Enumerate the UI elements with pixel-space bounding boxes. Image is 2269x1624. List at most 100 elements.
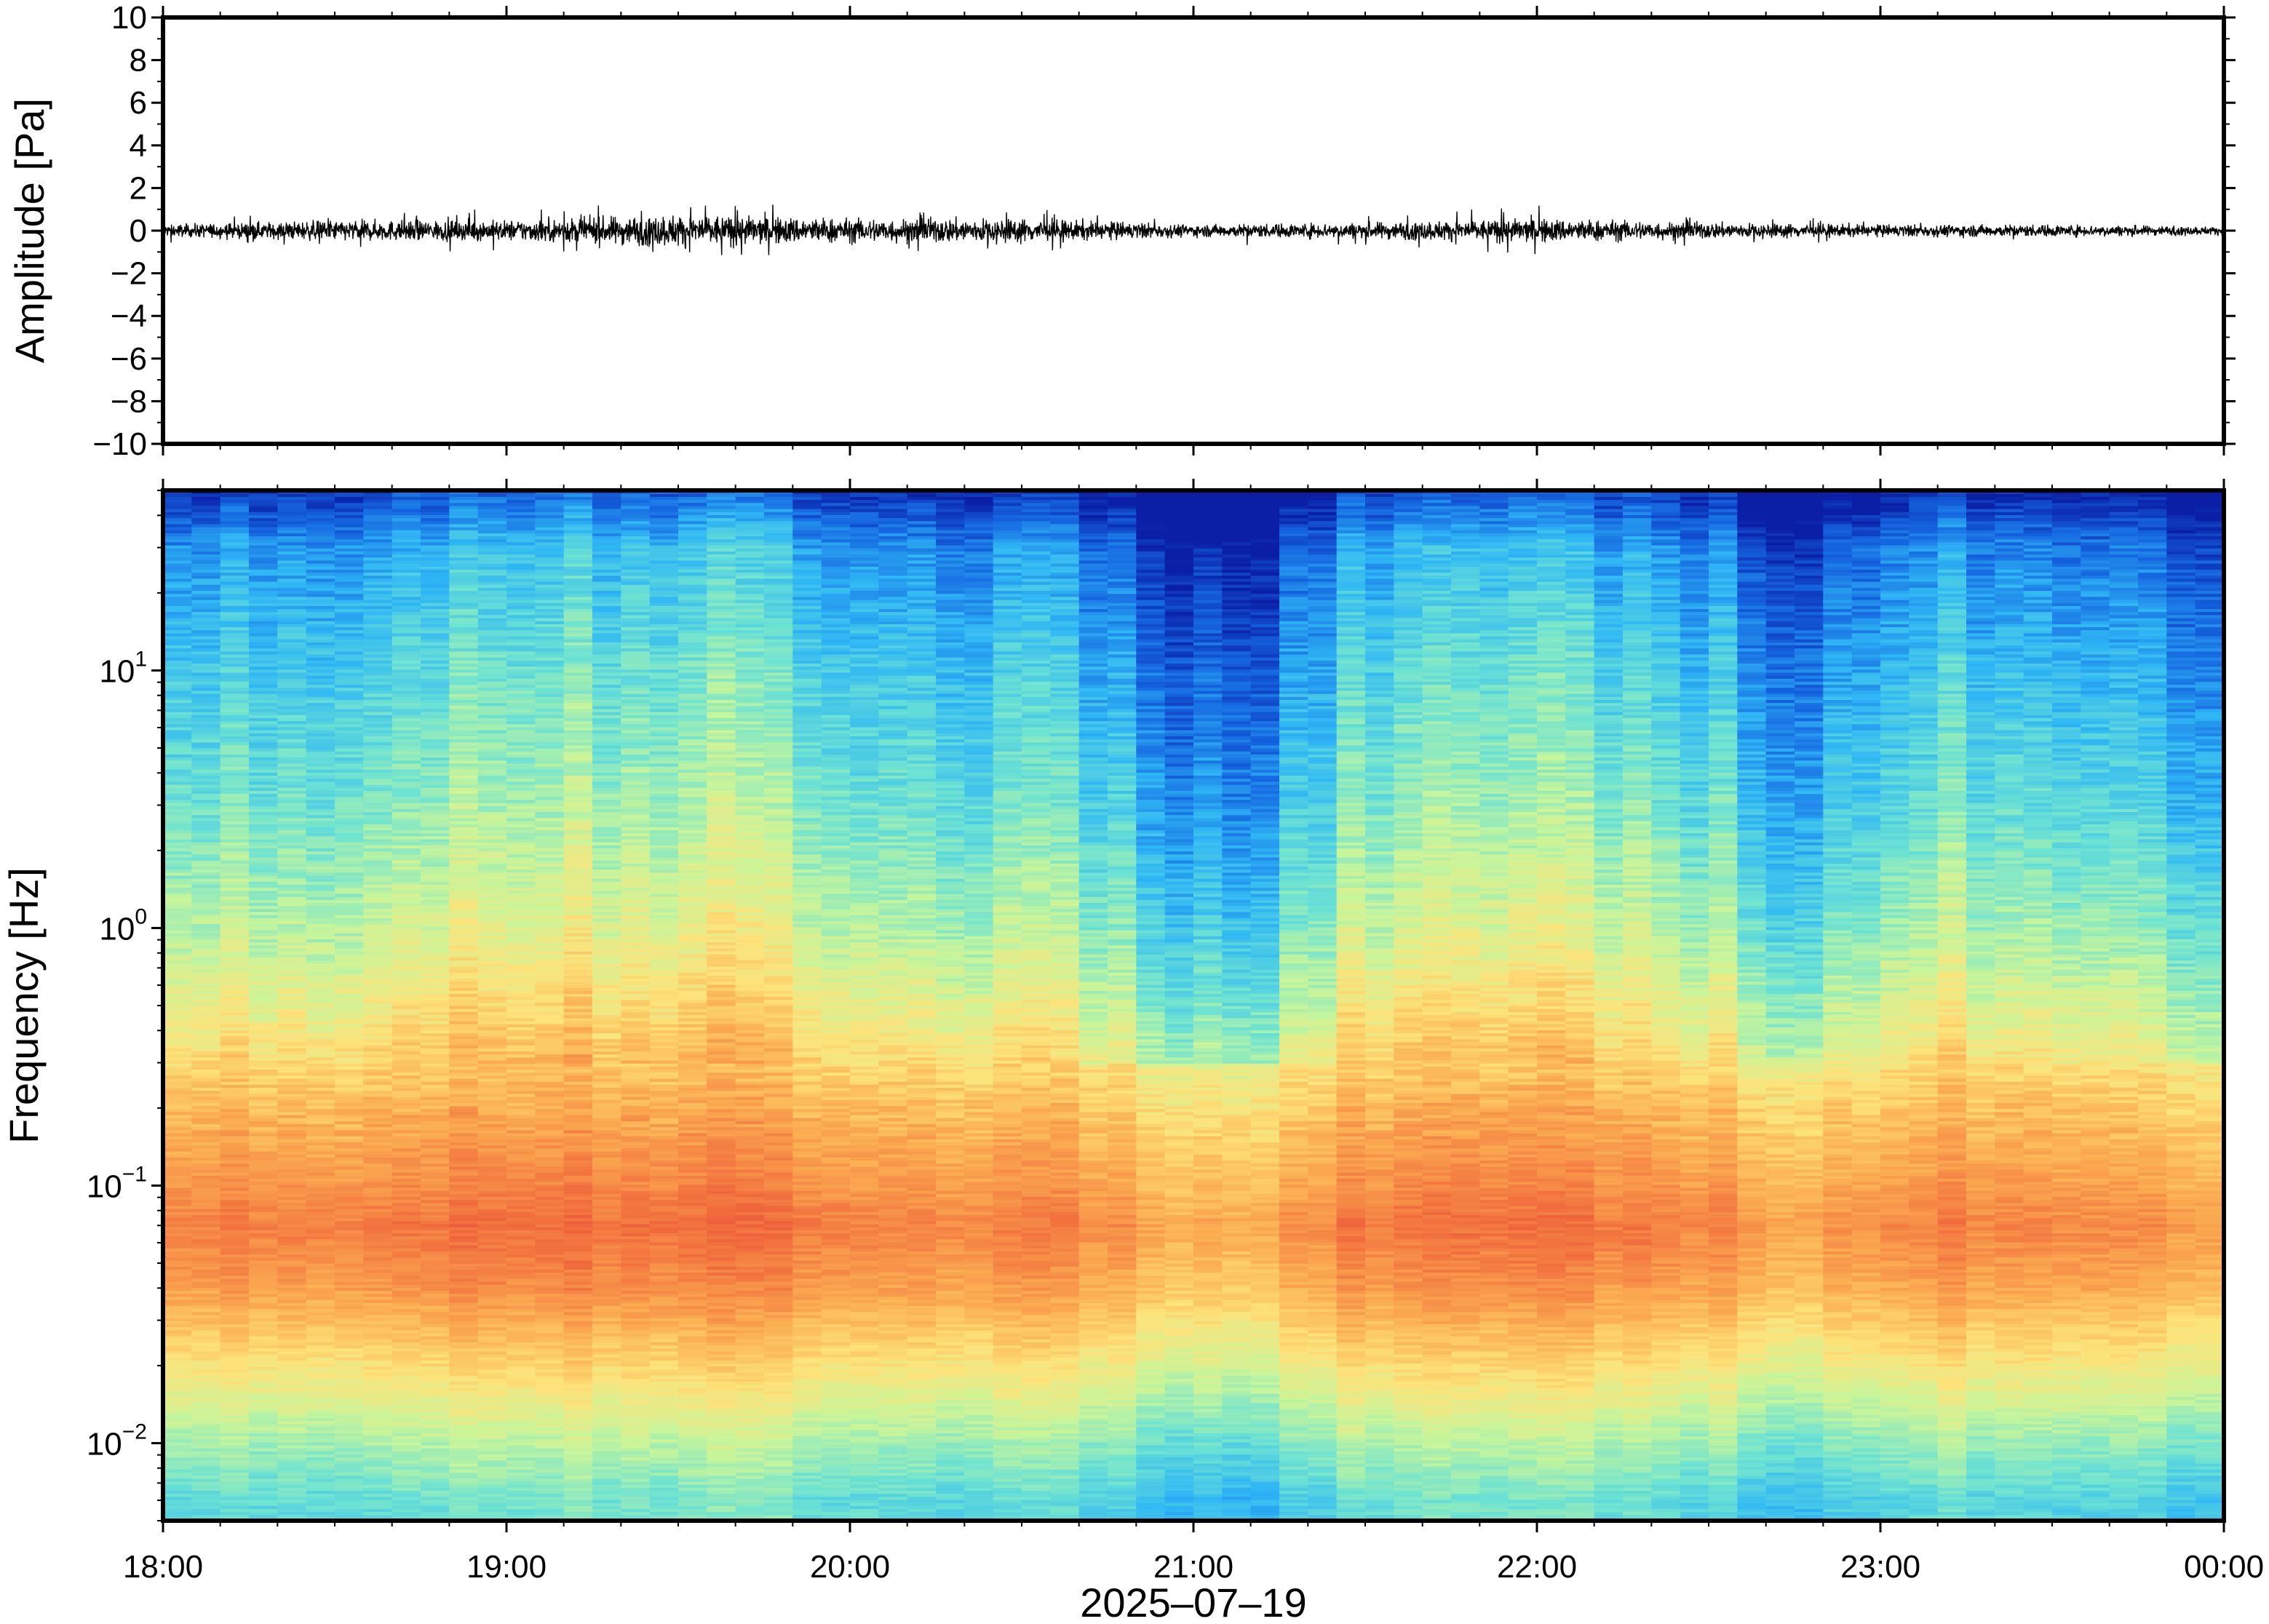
spectrogram-cell	[535, 972, 565, 976]
spectrogram-cell	[477, 984, 507, 988]
spectrogram-cell	[363, 1114, 393, 1118]
spectrogram-cell	[277, 811, 307, 816]
spectrogram-cell	[477, 869, 507, 873]
spectrogram-cell	[392, 635, 421, 640]
spectrogram-cell	[506, 1175, 536, 1179]
spectrogram-cell	[477, 1145, 507, 1149]
spectrogram-cell	[421, 1099, 450, 1103]
spectrogram-cell	[191, 866, 221, 870]
spectrogram-cell	[249, 1014, 278, 1019]
spectrogram-cell	[421, 1024, 450, 1027]
spectrogram-cell	[277, 875, 307, 879]
spectrogram-cell	[506, 751, 536, 755]
spectrogram-cell	[449, 545, 479, 549]
spectrogram-cell	[535, 1296, 565, 1300]
spectrogram-cell	[449, 848, 479, 852]
spectrogram-cell	[191, 505, 221, 509]
spectrogram-cell	[449, 1093, 479, 1097]
spectrogram-cell	[449, 1384, 479, 1388]
spectrogram-cell	[191, 702, 221, 706]
spectrogram-cell	[191, 781, 221, 785]
spectrogram-cell	[535, 1478, 565, 1482]
spectrogram-cell	[477, 1454, 507, 1458]
spectrogram-cell	[421, 639, 450, 642]
spectrogram-cell	[220, 863, 250, 867]
spectrogram-cells	[163, 490, 2224, 1521]
spectrogram-cell	[392, 1245, 421, 1249]
spectrogram-cell	[163, 1305, 192, 1310]
spectrogram-cell	[277, 1035, 307, 1040]
spectrogram-cell	[191, 1314, 221, 1318]
spectrogram-cell	[220, 781, 250, 785]
spectrogram-cell	[535, 951, 565, 955]
spectrogram-cell	[363, 1193, 393, 1197]
spectrogram-cell	[535, 1175, 565, 1179]
spectrogram-cell	[306, 514, 335, 519]
spectrogram-cell	[249, 1426, 278, 1430]
spectrogram-cell	[506, 1496, 536, 1500]
spectrogram-cell	[277, 1196, 307, 1201]
spectrogram-cell	[335, 1114, 364, 1118]
spectrogram-cell	[220, 1027, 250, 1030]
spectrogram-cell	[220, 1220, 250, 1225]
spectrogram-cell	[535, 929, 565, 934]
spectrogram-cell	[421, 1311, 450, 1315]
spectrogram-cell	[191, 739, 221, 743]
spectrogram-cell	[477, 951, 507, 955]
spectrogram-cell	[335, 639, 364, 642]
spectrogram-cell	[191, 1145, 221, 1149]
spectrogram-cell	[363, 1075, 393, 1079]
spectrogram-cell	[421, 1511, 450, 1516]
spectrogram-cell	[392, 863, 421, 867]
spectrogram-cell	[392, 693, 421, 697]
spectrogram-cell	[220, 1111, 250, 1115]
spectrogram-cell	[306, 530, 335, 533]
spectrogram-cell	[191, 563, 221, 567]
spectrogram-cell	[449, 1281, 479, 1285]
spectrogram-cell	[363, 678, 393, 682]
spectrogram-cell	[363, 533, 393, 537]
spectrogram-cell	[477, 957, 507, 961]
spectrogram-cell	[477, 757, 507, 761]
spectrogram-cell	[191, 929, 221, 934]
spectrogram-cell	[249, 1024, 278, 1027]
spectrogram-cell	[163, 966, 192, 970]
spectrogram-cell	[477, 875, 507, 879]
spectrogram-cell	[277, 690, 307, 694]
spectrogram-cell	[421, 781, 450, 785]
spectrogram-cell	[306, 796, 335, 800]
spectrogram-cell	[335, 1375, 364, 1379]
spectrogram-cell	[249, 1281, 278, 1285]
spectrogram-cell	[421, 675, 450, 679]
spectrogram-cell	[421, 1441, 450, 1446]
spectrogram-cell	[249, 838, 278, 843]
spectrogram-cell	[506, 493, 536, 497]
spectrogram-cell	[477, 939, 507, 943]
spectrogram-cell	[563, 1278, 593, 1282]
spectrogram-cell	[249, 1490, 278, 1494]
spectrogram-cell	[535, 696, 565, 700]
spectrogram-cell	[249, 1375, 278, 1379]
spectrogram-cell	[249, 929, 278, 934]
spectrogram-cell	[392, 502, 421, 506]
spectrogram-cell	[421, 766, 450, 770]
spectrogram-cell	[421, 575, 450, 579]
spectrogram-cell	[277, 1227, 307, 1230]
spectrogram-cell	[477, 666, 507, 670]
spectrogram-cell	[363, 1393, 393, 1397]
spectrogram-cell	[249, 1481, 278, 1485]
spectrogram-cell	[449, 1399, 479, 1404]
spectrogram-cell	[449, 829, 479, 834]
spectrogram-cell	[506, 853, 536, 858]
spectrogram-cell	[277, 793, 307, 797]
spectrogram-cell	[363, 923, 393, 928]
spectrogram-cell	[335, 505, 364, 509]
spectrogram-cell	[421, 730, 450, 733]
spectrogram-cell	[163, 1329, 192, 1334]
spectrogram-cell	[449, 624, 479, 627]
spectrogram-cell	[535, 1118, 565, 1121]
spectrogram-cell	[421, 1350, 450, 1355]
spectrogram-cell	[563, 1420, 593, 1425]
spectrogram-cell	[535, 878, 565, 882]
spectrogram-cell	[392, 1508, 421, 1513]
